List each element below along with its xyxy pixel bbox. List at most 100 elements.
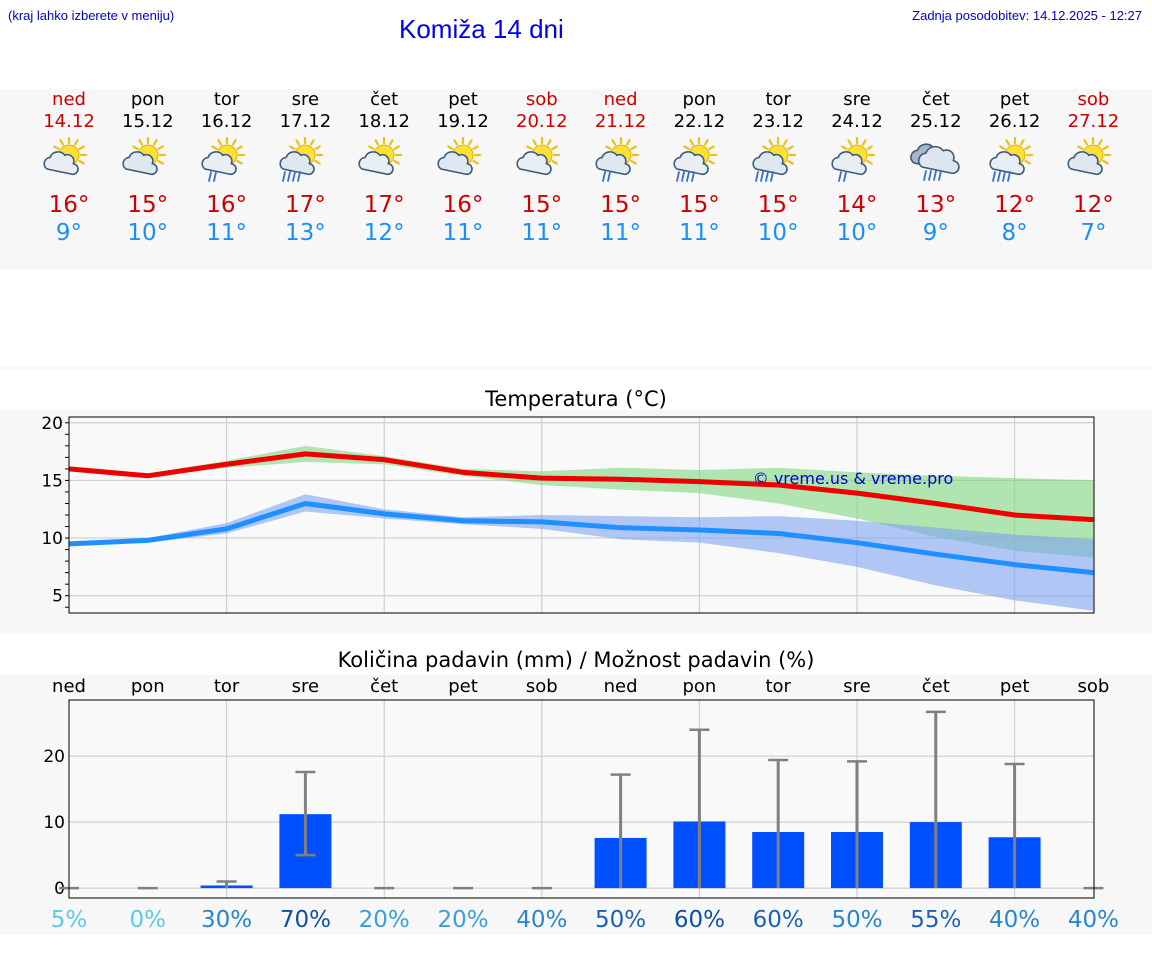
y-tick-label: 15 [41, 471, 63, 491]
precipitation-probability-label: 30% [201, 907, 252, 933]
sun-cloud-icon [516, 137, 560, 176]
max-temperature: 15° [679, 192, 720, 218]
day-name: sre [291, 89, 320, 110]
min-temperature: 11° [442, 220, 484, 246]
precipitation-chart-title: Količina padavin (mm) / Možnost padavin … [337, 648, 815, 672]
y-tick-label: 10 [43, 813, 65, 833]
x-category-label: sob [1077, 676, 1109, 697]
day-column: pon 22.12 15° 11° [660, 89, 739, 247]
rain-drops [207, 171, 217, 182]
day-column: sob 27.12 12° 7° [1054, 89, 1133, 247]
day-date: 21.12 [594, 111, 647, 132]
sun-cloud-icon [437, 137, 482, 176]
x-category-label: tor [214, 676, 240, 697]
x-category-label: ned [604, 676, 638, 697]
max-temperature: 17° [363, 192, 405, 218]
cloud-symbol [358, 151, 394, 176]
page-title: Komiža 14 dni [399, 14, 564, 44]
day-column: sre 17.12 17° 13° [266, 89, 345, 247]
sun-cloud-rain-icon [279, 137, 324, 182]
sun-cloud-rain-icon [200, 137, 245, 182]
day-name: sob [1077, 89, 1110, 110]
min-temperature: 10° [757, 220, 799, 246]
cloud-symbol [594, 151, 631, 176]
rain-drops [838, 171, 847, 182]
day-column: ned 14.12 16° 9° [30, 89, 109, 247]
day-name: sre [843, 89, 871, 110]
rain-drops [676, 171, 696, 182]
x-category-label: pet [1000, 676, 1030, 697]
day-name: čet [370, 89, 399, 110]
daily-forecast-strip: ned 14.12 16° 9° pon 15.12 15° 10° tor 16.12 16° 11… [0, 89, 1152, 269]
precipitation-probability-label: 70% [280, 907, 331, 933]
temperature-chart-title: Temperatura (°C) [485, 387, 667, 411]
cloud-symbol [122, 151, 158, 176]
day-column: sre 24.12 14° 10° [818, 89, 897, 247]
day-column: tor 23.12 15° 10° [739, 89, 818, 247]
precipitation-probability-label: 0% [130, 907, 167, 933]
max-temperature: 15° [757, 192, 799, 218]
day-date: 27.12 [1067, 111, 1120, 132]
day-column: ned 21.12 15° 11° [581, 89, 660, 247]
sun-cloud-rain-icon [673, 137, 718, 182]
precipitation-probability-label: 20% [437, 907, 488, 933]
precipitation-probability-label: 40% [516, 907, 567, 933]
precipitation-error-bar [847, 760, 867, 889]
day-date: 15.12 [122, 111, 174, 132]
cloud-symbol [831, 151, 867, 176]
day-date: 18.12 [358, 111, 410, 132]
min-temperature: 12° [363, 220, 405, 246]
day-date: 26.12 [988, 111, 1041, 132]
plot-frame [68, 416, 1095, 614]
cloud-symbol [279, 151, 316, 176]
precipitation-error-bar [610, 773, 631, 889]
x-category-label: pet [448, 676, 478, 697]
rain-drops [601, 171, 611, 182]
min-temperature: 11° [679, 220, 720, 246]
min-temperature: 9° [922, 220, 949, 246]
copyright-watermark: © vreme.us & vreme.pro [753, 469, 954, 488]
min-temperature: 11° [521, 220, 563, 246]
day-name: ned [52, 89, 86, 110]
location-menu-hint: (kraj lahko izberete v meniju) [8, 8, 175, 23]
day-column: čet 25.12 13° 9° [896, 89, 975, 247]
precipitation-probability-label: 55% [910, 907, 961, 933]
day-name: tor [213, 89, 240, 110]
rain-drops [922, 170, 942, 181]
day-date: 24.12 [831, 111, 883, 132]
x-category-label: sre [843, 676, 870, 697]
precipitation-probability-label: 40% [989, 907, 1040, 933]
sun-cloud-rain-icon [831, 137, 876, 182]
cloud-symbol [1067, 151, 1104, 176]
max-temperature: 16° [48, 192, 90, 218]
max-temperature: 14° [836, 192, 878, 218]
max-temperature: 16° [206, 192, 247, 218]
min-temperature: 9° [55, 220, 83, 246]
day-date: 17.12 [279, 111, 332, 132]
day-name: pet [999, 89, 1030, 110]
x-category-label: pon [682, 676, 716, 697]
max-temperature: 13° [915, 192, 957, 218]
tmin-range-band [69, 494, 1094, 611]
sun-cloud-icon [122, 137, 166, 176]
plot-frame [68, 699, 1095, 899]
forecast-strip-background [0, 89, 1152, 269]
day-date: 25.12 [910, 111, 962, 132]
precipitation-error-bar [295, 770, 316, 857]
day-column: tor 16.12 16° 11° [187, 89, 266, 247]
max-temperature: 12° [994, 192, 1035, 218]
cloud-symbol [752, 151, 788, 176]
tmin-series-line [68, 500, 1094, 576]
day-column: pon 15.12 15° 10° [108, 89, 187, 247]
sun-cloud-rain-icon [752, 137, 797, 182]
precipitation-error-bar [925, 710, 946, 889]
rain-drops [991, 171, 1011, 182]
day-date: 23.12 [752, 111, 804, 132]
last-update-timestamp: Zadnja posodobitev: 14.12.2025 - 12:27 [912, 8, 1142, 23]
rain-drops [755, 171, 775, 182]
precipitation-error-bar [689, 728, 710, 889]
cloud-symbol [673, 151, 710, 176]
sun-cloud-icon [43, 137, 88, 176]
sun-cloud-rain-icon [988, 137, 1033, 182]
cloud-symbol [43, 151, 79, 176]
